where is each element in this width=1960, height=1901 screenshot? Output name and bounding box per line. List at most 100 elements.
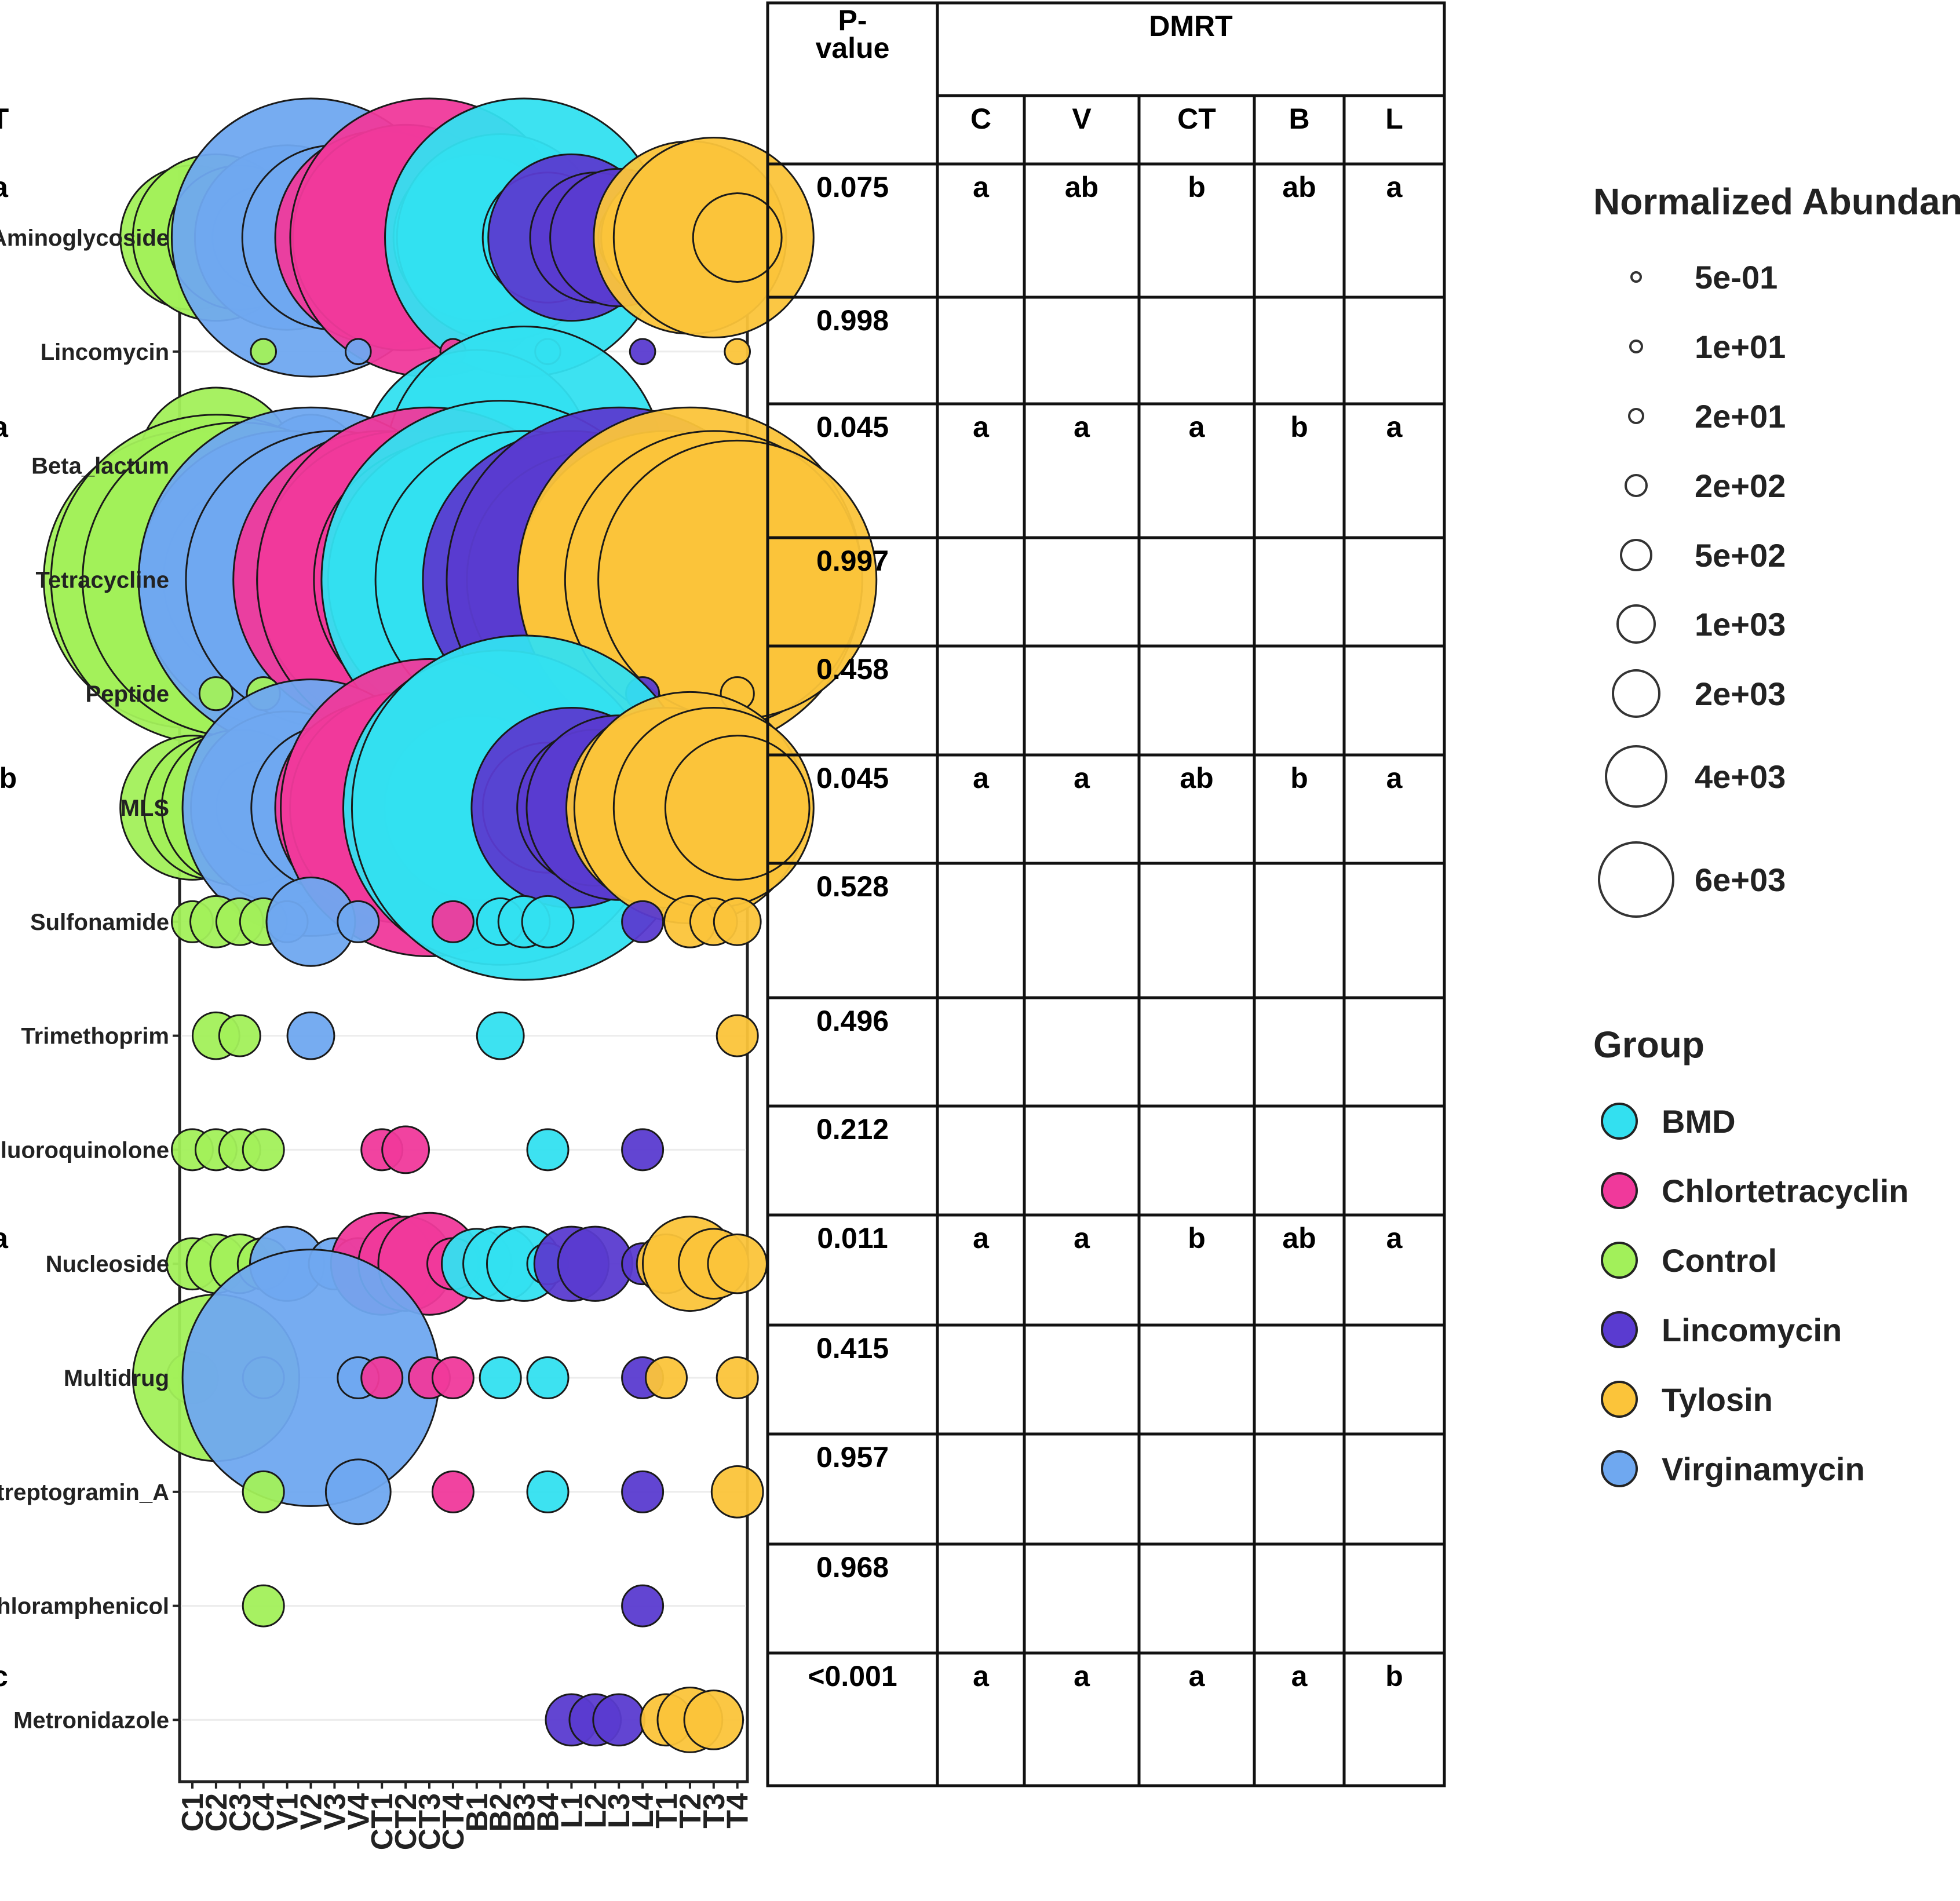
bubble-multidrug-t1 [645,1356,688,1399]
pvalue-cell: 0.528 [816,870,889,903]
dmrt-cell: a [973,411,990,443]
x-label-t3: T3 [698,1793,731,1829]
size-legend-key [1612,669,1660,718]
size-legend-key [1628,408,1644,424]
y-label-fluoroquinolone: Fluoroquinolone [0,1137,169,1163]
pvalue-cell: 0.957 [816,1441,889,1473]
group-legend-key-control [1601,1242,1638,1279]
dmrt-cell: c [0,1660,8,1692]
dmrt-cell: b [1290,411,1308,443]
size-legend-label: 1e+03 [1695,606,1786,643]
bubble-multidrug-ct4 [431,1356,475,1399]
y-label-beta_lactum: Beta_lactum [31,454,169,479]
dmrt-cell: a [1386,411,1403,443]
x-label-v4: V4 [342,1793,375,1830]
group-legend-label: Virginamycin [1662,1451,1865,1487]
group-legend-label: Control [1662,1242,1777,1279]
y-label-multidrug: Multidrug [64,1366,169,1391]
size-legend-key [1598,841,1674,918]
dmrt-cell: a [1189,411,1206,443]
table-frame [766,1,1446,1787]
x-label-c1: C1 [176,1793,210,1831]
x-label-l4: L4 [626,1793,660,1829]
x-label-c2: C2 [200,1793,233,1831]
bubble-metronidazole-l3 [592,1693,646,1747]
bubble-trimethoprim-t4 [716,1014,759,1057]
bubble-trimethoprim-b2 [476,1011,525,1060]
pvalue-cell: <0.001 [808,1660,897,1692]
bubble-streptogramin_a-b4 [526,1470,570,1513]
size-legend-label: 6e+03 [1695,862,1786,898]
x-label-v1: V1 [271,1793,305,1830]
dmrt-cell: a [1291,1660,1308,1692]
dmrt-cell: b [1188,1222,1206,1254]
y-label-nucleoside: Nucleoside [46,1251,169,1277]
pvalue-header: P- [838,4,867,37]
x-label-c3: C3 [224,1793,257,1831]
bubble-aminoglycoside-t4 [692,192,783,283]
bubbles [43,97,878,1753]
y-label-tetracycline: Tetracycline [36,567,170,593]
x-label-l3: L3 [603,1793,636,1829]
bubble-sulfonamide-b4 [521,895,575,948]
bubble-streptogramin_a-c4 [242,1470,285,1513]
x-label-ct2: CT2 [389,1793,423,1850]
dmrt-cell: ab [1180,762,1213,794]
dmrt-cell: a [973,1222,990,1254]
pvalue-cell: 0.496 [816,1005,889,1037]
group-legend: Group BMD Chlortetracyclin Control Lincomyc… [1593,1024,1908,1487]
group-legend-label: Tylosin [1662,1381,1773,1418]
bubble-lincomycin-l4 [629,338,656,366]
bubble-fluoroquinolone-b4 [526,1128,570,1172]
x-label-ct3: CT3 [413,1793,447,1850]
bubble-fluoroquinolone-l4 [621,1128,665,1172]
y-label-peptide: Peptide [86,681,169,707]
dmrt-cell: ab [1282,171,1316,203]
dmrt-cell: a [1074,411,1090,443]
dmrt-cell: ab [1282,1222,1316,1254]
bubble-streptogramin_a-l4 [621,1470,665,1513]
y-label-lincomycin: Lincomycin [41,340,169,365]
dmrt-cell: ab [1065,171,1098,203]
group-legend-label: Lincomycin [1662,1312,1842,1348]
bubble-multidrug-b2 [479,1356,522,1399]
bubble-sulfonamide-ct4 [431,900,475,943]
x-label-b2: B2 [484,1793,518,1831]
x-label-ct1: CT1 [366,1793,399,1850]
y-label-metronidazole: Metronidazole [13,1707,169,1733]
x-axis-labels: C1C2C3C4V1V2V3V4CT1CT2CT3CT4B1B2B3B4L1L2… [176,1782,755,1850]
group-legend-key-virginamycin [1601,1450,1638,1487]
dmrt-cell: a [1074,1660,1090,1692]
x-label-b1: B1 [461,1793,494,1831]
size-legend-label: 1e+01 [1695,329,1786,365]
bubble-trimethoprim-c3 [218,1014,261,1057]
bubble-nucleoside-t4 [707,1233,768,1294]
dmrt-cell: a [973,171,990,203]
y-label-sulfonamide: Sulfonamide [30,910,169,935]
pvalue-cell: 0.458 [816,653,889,685]
dmrt-cell: b [1385,1660,1403,1692]
dmrt-cell: a [1074,762,1090,794]
size-legend-key [1620,539,1652,571]
y-label-mls: MLS [121,796,169,821]
x-label-b4: B4 [532,1793,565,1832]
dmrt-cell: b [1290,762,1308,794]
group-legend-key-bmd [1601,1103,1638,1140]
x-label-c4: C4 [247,1793,281,1832]
x-label-v3: V3 [318,1793,352,1830]
dmrt-cell: b [1188,171,1206,203]
y-label-trimethoprim: Trimethoprim [21,1024,169,1049]
y-label-chloramphenicol: Chloramphenicol [0,1594,169,1619]
size-legend-key [1630,271,1642,283]
size-legend-label: 4e+03 [1695,758,1786,795]
size-legend-label: 2e+02 [1695,468,1786,504]
size-legend-label: 5e-01 [1695,259,1777,295]
pvalue-cell: 0.212 [816,1113,889,1145]
bubble-multidrug-b4 [526,1356,570,1399]
bubble-lincomycin-c4 [250,338,278,366]
dmrt-header: DMRT [1149,10,1232,42]
dmrt-cell: ab [0,762,17,794]
pvalue-cell: 0.045 [816,411,889,443]
dmrt-cell: a [973,762,990,794]
size-legend-title: Normalized Abundance [1593,181,1960,222]
